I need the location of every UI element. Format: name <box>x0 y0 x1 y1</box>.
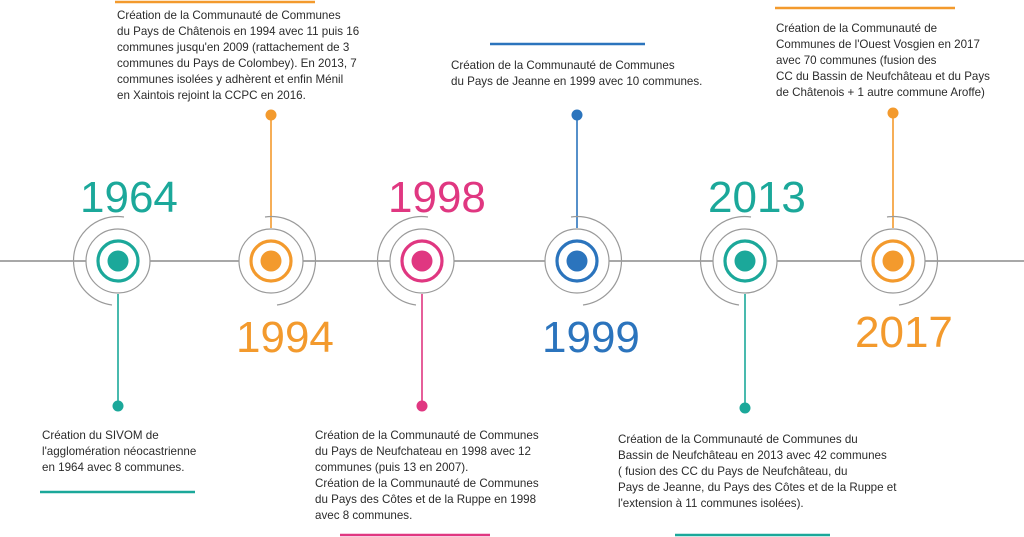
node-outer-ring-2013 <box>712 228 778 294</box>
event-description-1999: Création de la Communauté de Communes du… <box>451 59 703 88</box>
node-arc-top-1964 <box>72 215 125 268</box>
node-center-dot-1964 <box>107 250 129 272</box>
node-arc-top-2013 <box>699 215 752 268</box>
node-arc-top-2017 <box>886 215 939 268</box>
node-arc-top-1999 <box>570 215 623 268</box>
connector-dot-2013 <box>739 402 751 414</box>
node-arc-bottom-1999 <box>582 266 622 306</box>
event-description-2017: Création de la Communauté de Communes de… <box>776 22 990 99</box>
node-arc-bottom-2017 <box>898 266 938 306</box>
node-center-dot-1998 <box>411 250 433 272</box>
node-center-dot-2013 <box>734 250 756 272</box>
node-arc-bottom-2013 <box>700 266 740 306</box>
node-outer-ring-1994 <box>238 228 304 294</box>
year-label-2017: 2017 <box>855 308 953 357</box>
year-label-1994: 1994 <box>236 313 334 362</box>
year-label-2013: 2013 <box>708 173 806 222</box>
event-description-1994: Création de la Communauté de Communes du… <box>117 9 360 102</box>
node-center-dot-1994 <box>260 250 282 272</box>
connector-dot-1999 <box>571 109 583 121</box>
year-label-1998: 1998 <box>388 173 486 222</box>
connector-dot-1964 <box>112 400 124 412</box>
event-description-2013: Création de la Communauté de Communes du… <box>618 433 897 510</box>
year-label-1999: 1999 <box>542 313 640 362</box>
node-outer-ring-1964 <box>85 228 151 294</box>
year-label-1964: 1964 <box>80 173 178 222</box>
node-arc-bottom-1964 <box>73 266 113 306</box>
connector-dot-1998 <box>416 400 428 412</box>
node-outer-ring-1999 <box>544 228 610 294</box>
event-description-1998: Création de la Communauté de Communes du… <box>315 429 539 522</box>
node-arc-top-1998 <box>376 215 429 268</box>
event-description-1964: Création du SIVOM de l'agglomération néo… <box>42 429 197 474</box>
node-outer-ring-1998 <box>389 228 455 294</box>
node-arc-top-1994 <box>264 215 317 268</box>
connector-dot-2017 <box>887 107 899 119</box>
node-center-dot-2017 <box>882 250 904 272</box>
connector-dot-1994 <box>265 109 277 121</box>
node-arc-bottom-1994 <box>276 266 316 306</box>
node-arc-bottom-1998 <box>377 266 417 306</box>
node-outer-ring-2017 <box>860 228 926 294</box>
node-center-dot-1999 <box>566 250 588 272</box>
